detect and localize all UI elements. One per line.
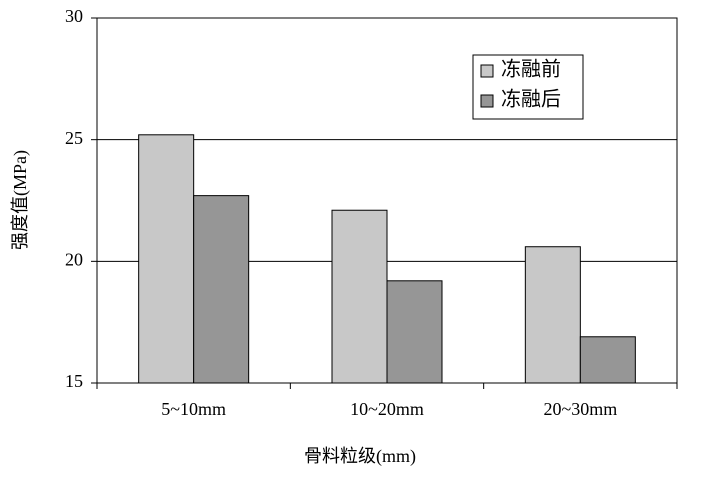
x-tick-label: 5~10mm [161,399,226,419]
y-tick-label: 15 [65,371,83,391]
bar [138,134,195,384]
x-axis-label: 骨料粒级(mm) [304,446,416,467]
y-tick-label: 30 [65,6,83,26]
y-axis-label: 强度值(MPa) [10,150,31,250]
bar [386,280,443,384]
y-tick-label: 20 [65,249,83,269]
legend-swatch [480,94,494,108]
bar [524,246,581,384]
bar [193,195,250,384]
x-tick-label: 20~30mm [543,399,617,419]
legend-label: 冻融后 [501,88,561,111]
x-tick-label: 10~20mm [350,399,424,419]
legend-swatch [480,64,494,78]
plot-frame [96,17,678,384]
bar [579,336,636,384]
bar [331,209,388,384]
y-tick-label: 25 [65,128,83,148]
legend-label: 冻融前 [501,58,561,81]
